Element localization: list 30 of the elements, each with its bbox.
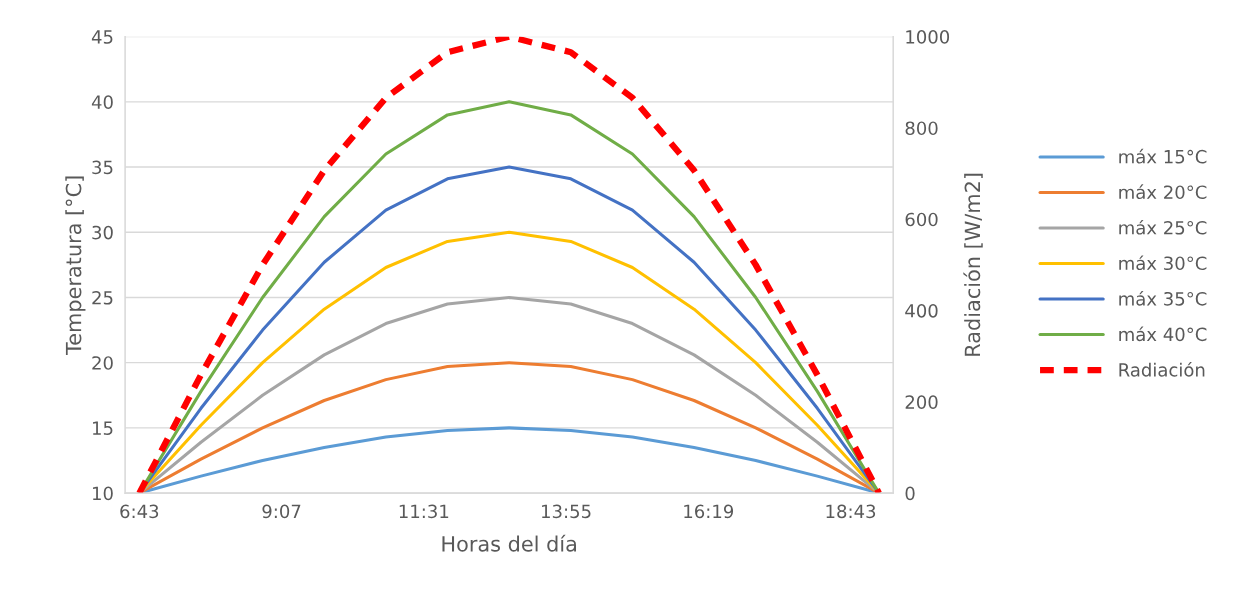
y-tick-label: 35 xyxy=(92,160,113,175)
x-tick-label: 18:43 xyxy=(826,504,876,519)
y-tick-label: 40 xyxy=(91,95,113,109)
y-tick-label: 25 xyxy=(92,290,113,305)
x-tick-label: 6:43 xyxy=(120,504,159,519)
x-tick-label: 11:31 xyxy=(399,504,449,519)
y2-tick-label: 200 xyxy=(905,395,938,409)
legend-label: máx 25°C xyxy=(1119,219,1207,235)
y-tick-label: 30 xyxy=(92,225,113,240)
x-axis-title: Horas del día xyxy=(442,534,576,552)
legend-label: máx 20°C xyxy=(1119,184,1207,200)
y-tick-label: 15 xyxy=(93,421,113,435)
legend-label: máx 30°C xyxy=(1119,255,1207,271)
y-tick-label: 20 xyxy=(92,356,113,370)
legend-label: Radiación xyxy=(1119,362,1205,377)
y2-axis-title: Radiación [W/m2] xyxy=(963,173,983,356)
legend-label: máx 40°C xyxy=(1119,326,1207,342)
y2-tick-label: 800 xyxy=(905,121,938,136)
y2-tick-label: 600 xyxy=(905,212,938,227)
y2-tick-label: 0 xyxy=(905,486,915,501)
y-axis-title: Temperatura [°C] xyxy=(65,176,86,356)
x-tick-label: 16:19 xyxy=(684,504,734,519)
x-tick-label: 9:07 xyxy=(262,504,301,519)
legend-label: máx 15°C xyxy=(1119,148,1207,164)
y2-tick-label: 400 xyxy=(905,303,938,318)
y-tick-label: 10 xyxy=(93,486,113,501)
legend-label: máx 35°C xyxy=(1119,290,1207,306)
y2-tick-label: 1000 xyxy=(906,30,950,44)
y-tick-label: 45 xyxy=(91,30,113,44)
x-tick-label: 13:55 xyxy=(542,504,591,519)
